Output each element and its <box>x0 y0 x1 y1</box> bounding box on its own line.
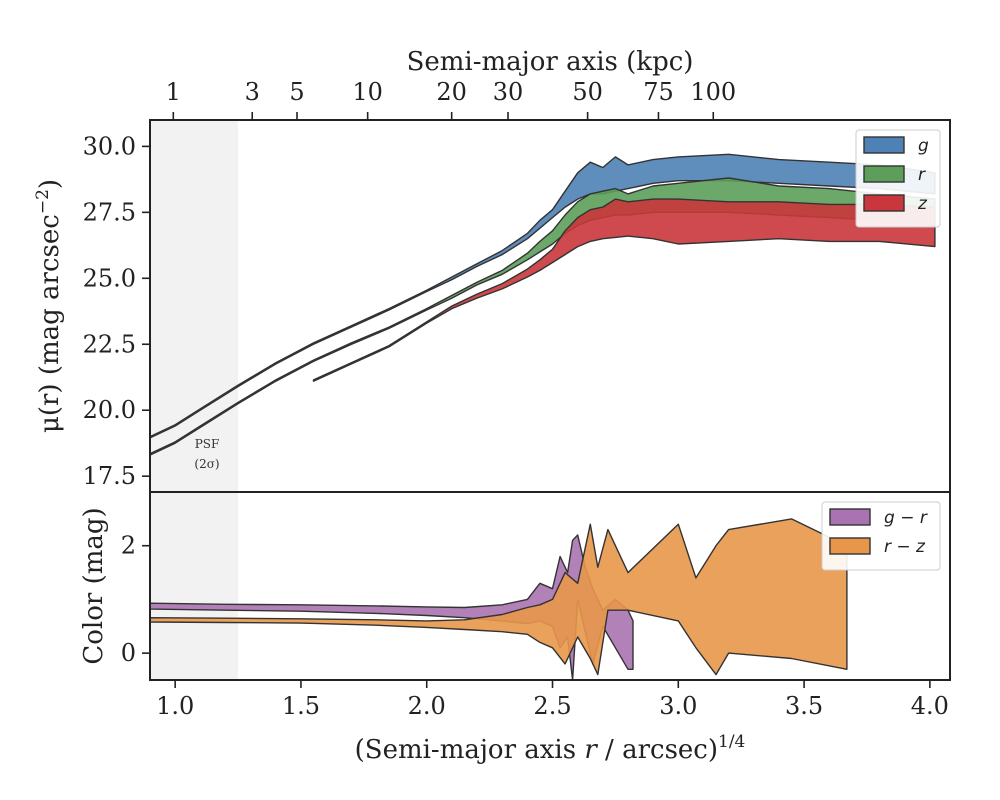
top-y-tick-label: 30.0 <box>83 132 136 160</box>
top-y-tick-label: 17.5 <box>83 462 136 490</box>
kpc-axis-ticks: 1 3 5 10 20 30 50 75 100 <box>166 78 736 120</box>
bottom-y-tick-label: 2 <box>121 532 136 560</box>
top-y-ticks: 17.5 20.0 22.5 25.0 27.5 30.0 <box>83 132 150 490</box>
kpc-tick-label: 20 <box>436 78 467 106</box>
kpc-axis-title: Semi-major axis (kpc) <box>407 47 694 77</box>
legend-label: g − r <box>884 508 928 528</box>
psf-shaded-region-lower <box>150 492 239 680</box>
legend-swatch <box>863 194 905 212</box>
top-y-tick-label: 25.0 <box>83 264 136 292</box>
x-axis-title: (Semi-major axis r / arcsec)1/4 <box>355 732 746 765</box>
psf-sigma-label: (2σ) <box>194 457 219 471</box>
band-legend: grz <box>855 129 941 228</box>
surface-brightness-axis-title: μ(r) (mag arcsec−2) <box>33 179 65 433</box>
color-axis-title: Color (mag) <box>79 507 109 664</box>
kpc-tick-label: 75 <box>643 78 674 106</box>
x-tick-label: 4.0 <box>911 692 949 720</box>
color-series <box>150 518 848 680</box>
kpc-tick-label: 50 <box>572 78 603 106</box>
xlabel-superscript: 1/4 <box>718 732 745 752</box>
bottom-y-ticks: 02 <box>121 532 150 667</box>
kpc-tick-label: 5 <box>289 78 304 106</box>
x-tick-label: 2.0 <box>408 692 446 720</box>
legend-label: z <box>917 194 928 214</box>
band-z <box>312 198 936 382</box>
top-y-tick-label: 27.5 <box>83 198 136 226</box>
color-legend: g − r r − z <box>821 501 941 571</box>
psf-label: PSF <box>195 437 220 451</box>
xlabel-main: (Semi-major axis <box>355 735 585 765</box>
legend-label: r − z <box>884 537 926 557</box>
bottom-y-tick-label: 0 <box>121 639 136 667</box>
legend-label: g <box>918 136 929 156</box>
xlabel-italic: r <box>584 735 598 765</box>
x-tick-label: 1.5 <box>282 692 320 720</box>
legend-swatch <box>829 508 871 526</box>
kpc-tick-label: 3 <box>245 78 260 106</box>
ylabel-superscript: −2 <box>33 189 53 214</box>
legend-label: r <box>918 165 926 185</box>
top-y-tick-label: 22.5 <box>83 330 136 358</box>
legend-swatch <box>863 136 905 154</box>
band-rz <box>150 518 848 676</box>
bottom-panel-frame <box>149 491 951 681</box>
x-tick-label: 1.0 <box>156 692 194 720</box>
x-tick-label: 2.5 <box>533 692 571 720</box>
xlabel-rest: / arcsec) <box>597 735 718 765</box>
surface-brightness-series <box>150 153 936 456</box>
ylabel-tail: ) <box>35 179 65 189</box>
x-axis-ticks: 1.0 1.5 2.0 2.5 3.0 3.5 4.0 <box>156 680 949 720</box>
x-tick-label: 3.0 <box>659 692 697 720</box>
ylabel-main: μ(r) (mag arcsec <box>35 214 65 433</box>
top-y-tick-label: 20.0 <box>83 396 136 424</box>
color-panel: 02 1.0 1.5 2.0 2.5 3.0 3.5 4.0 Color (mag) (Se… <box>79 491 951 765</box>
legend-swatch <box>829 537 871 555</box>
kpc-tick-label: 1 <box>166 78 181 106</box>
x-tick-label: 3.5 <box>785 692 823 720</box>
legend-swatch <box>863 165 905 183</box>
kpc-tick-label: 10 <box>352 78 383 106</box>
surface-brightness-panel: 17.5 20.0 22.5 25.0 27.5 30.0 1 3 5 10 20 30 50 75 10… <box>33 47 951 493</box>
kpc-tick-label: 30 <box>493 78 524 106</box>
kpc-tick-label: 100 <box>690 78 736 106</box>
